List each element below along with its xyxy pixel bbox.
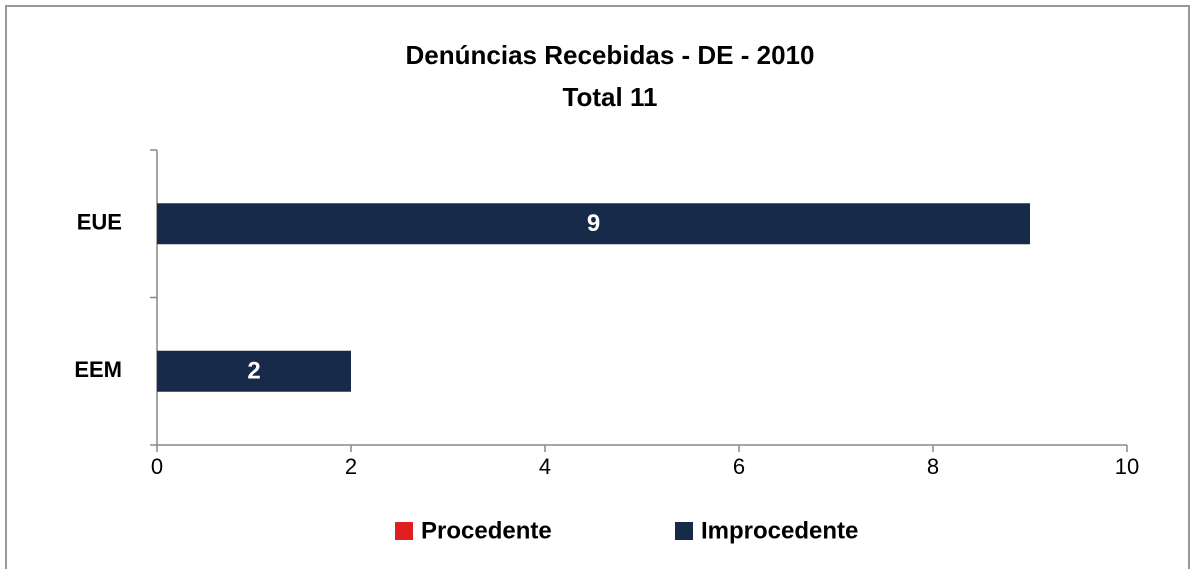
x-tick-label: 10 (1115, 454, 1139, 479)
y-tick-label: EUE (77, 210, 122, 235)
legend-label: Procedente (421, 517, 552, 544)
legend-swatch (395, 522, 413, 540)
chart-border (5, 5, 1190, 569)
bar (157, 350, 351, 392)
chart-title: Denúncias Recebidas - DE - 2010 (406, 40, 815, 70)
x-tick-label: 4 (539, 454, 551, 479)
x-tick-label: 8 (927, 454, 939, 479)
chart-subtitle: Total 11 (563, 82, 658, 112)
legend-label: Improcedente (701, 517, 858, 544)
legend-swatch (675, 522, 693, 540)
data-label: 2 (247, 358, 260, 385)
bar (157, 203, 1030, 245)
x-tick-label: 0 (151, 454, 163, 479)
data-label: 9 (587, 210, 600, 237)
x-tick-label: 2 (345, 454, 357, 479)
x-tick-label: 6 (733, 454, 745, 479)
y-tick-label: EEM (74, 357, 122, 382)
